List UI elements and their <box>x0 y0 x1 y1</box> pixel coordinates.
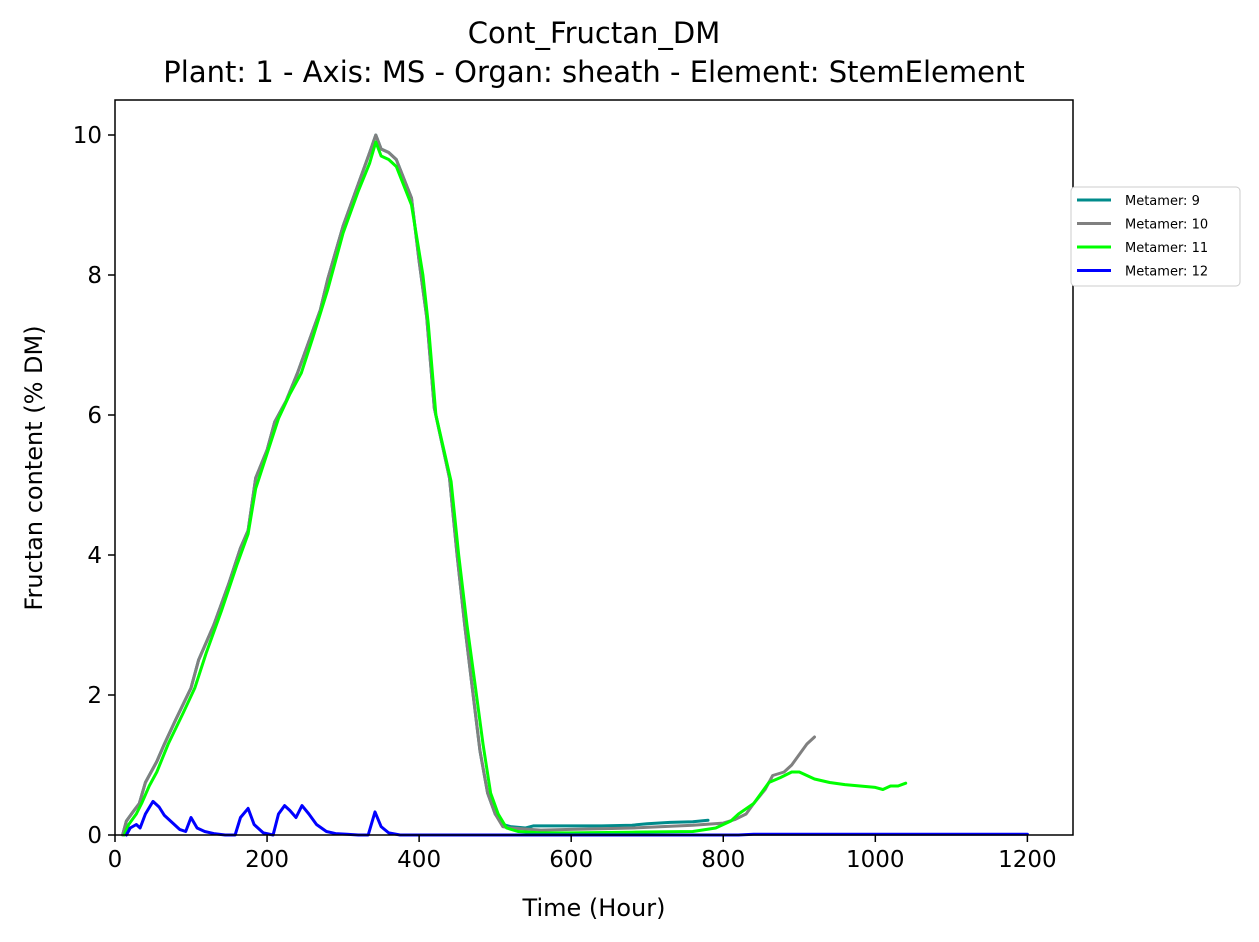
y-axis: 0 2 4 6 8 10 <box>73 123 115 849</box>
y-tick-label: 2 <box>87 683 102 709</box>
x-tick-label: 0 <box>108 847 123 873</box>
x-tick-label: 800 <box>701 847 745 873</box>
legend: Metamer: 9 Metamer: 10 Metamer: 11 Metamer:… <box>1070 186 1241 287</box>
x-tick-label: 600 <box>549 847 593 873</box>
y-tick-label: 8 <box>87 263 102 289</box>
x-tick-label: 400 <box>397 847 441 873</box>
legend-label: Metamer: 11 <box>1125 241 1208 256</box>
x-tick-label: 1200 <box>998 847 1057 873</box>
y-tick-label: 10 <box>73 123 102 149</box>
chart-subtitle: Plant: 1 - Axis: MS - Organ: sheath - El… <box>163 55 1025 89</box>
legend-box <box>1070 186 1241 287</box>
y-tick-label: 0 <box>87 823 102 849</box>
x-axis: 0 200 400 600 800 1000 1200 <box>108 835 1057 873</box>
legend-label: Metamer: 12 <box>1125 265 1208 280</box>
y-tick-label: 4 <box>87 543 102 569</box>
series-line-3 <box>122 140 908 837</box>
plot-frame <box>114 99 1074 836</box>
chart-title: Cont_Fructan_DM <box>467 16 721 50</box>
x-tick-label: 1000 <box>846 847 905 873</box>
legend-label: Metamer: 9 <box>1125 194 1200 209</box>
series-lines <box>121 133 1029 837</box>
series-line-2 <box>121 133 816 837</box>
x-tick-label: 200 <box>245 847 289 873</box>
y-tick-label: 6 <box>87 403 102 429</box>
legend-label: Metamer: 10 <box>1125 218 1208 233</box>
x-axis-label: Time (Hour) <box>522 894 666 922</box>
y-axis-label: Fructan content (% DM) <box>20 325 48 610</box>
